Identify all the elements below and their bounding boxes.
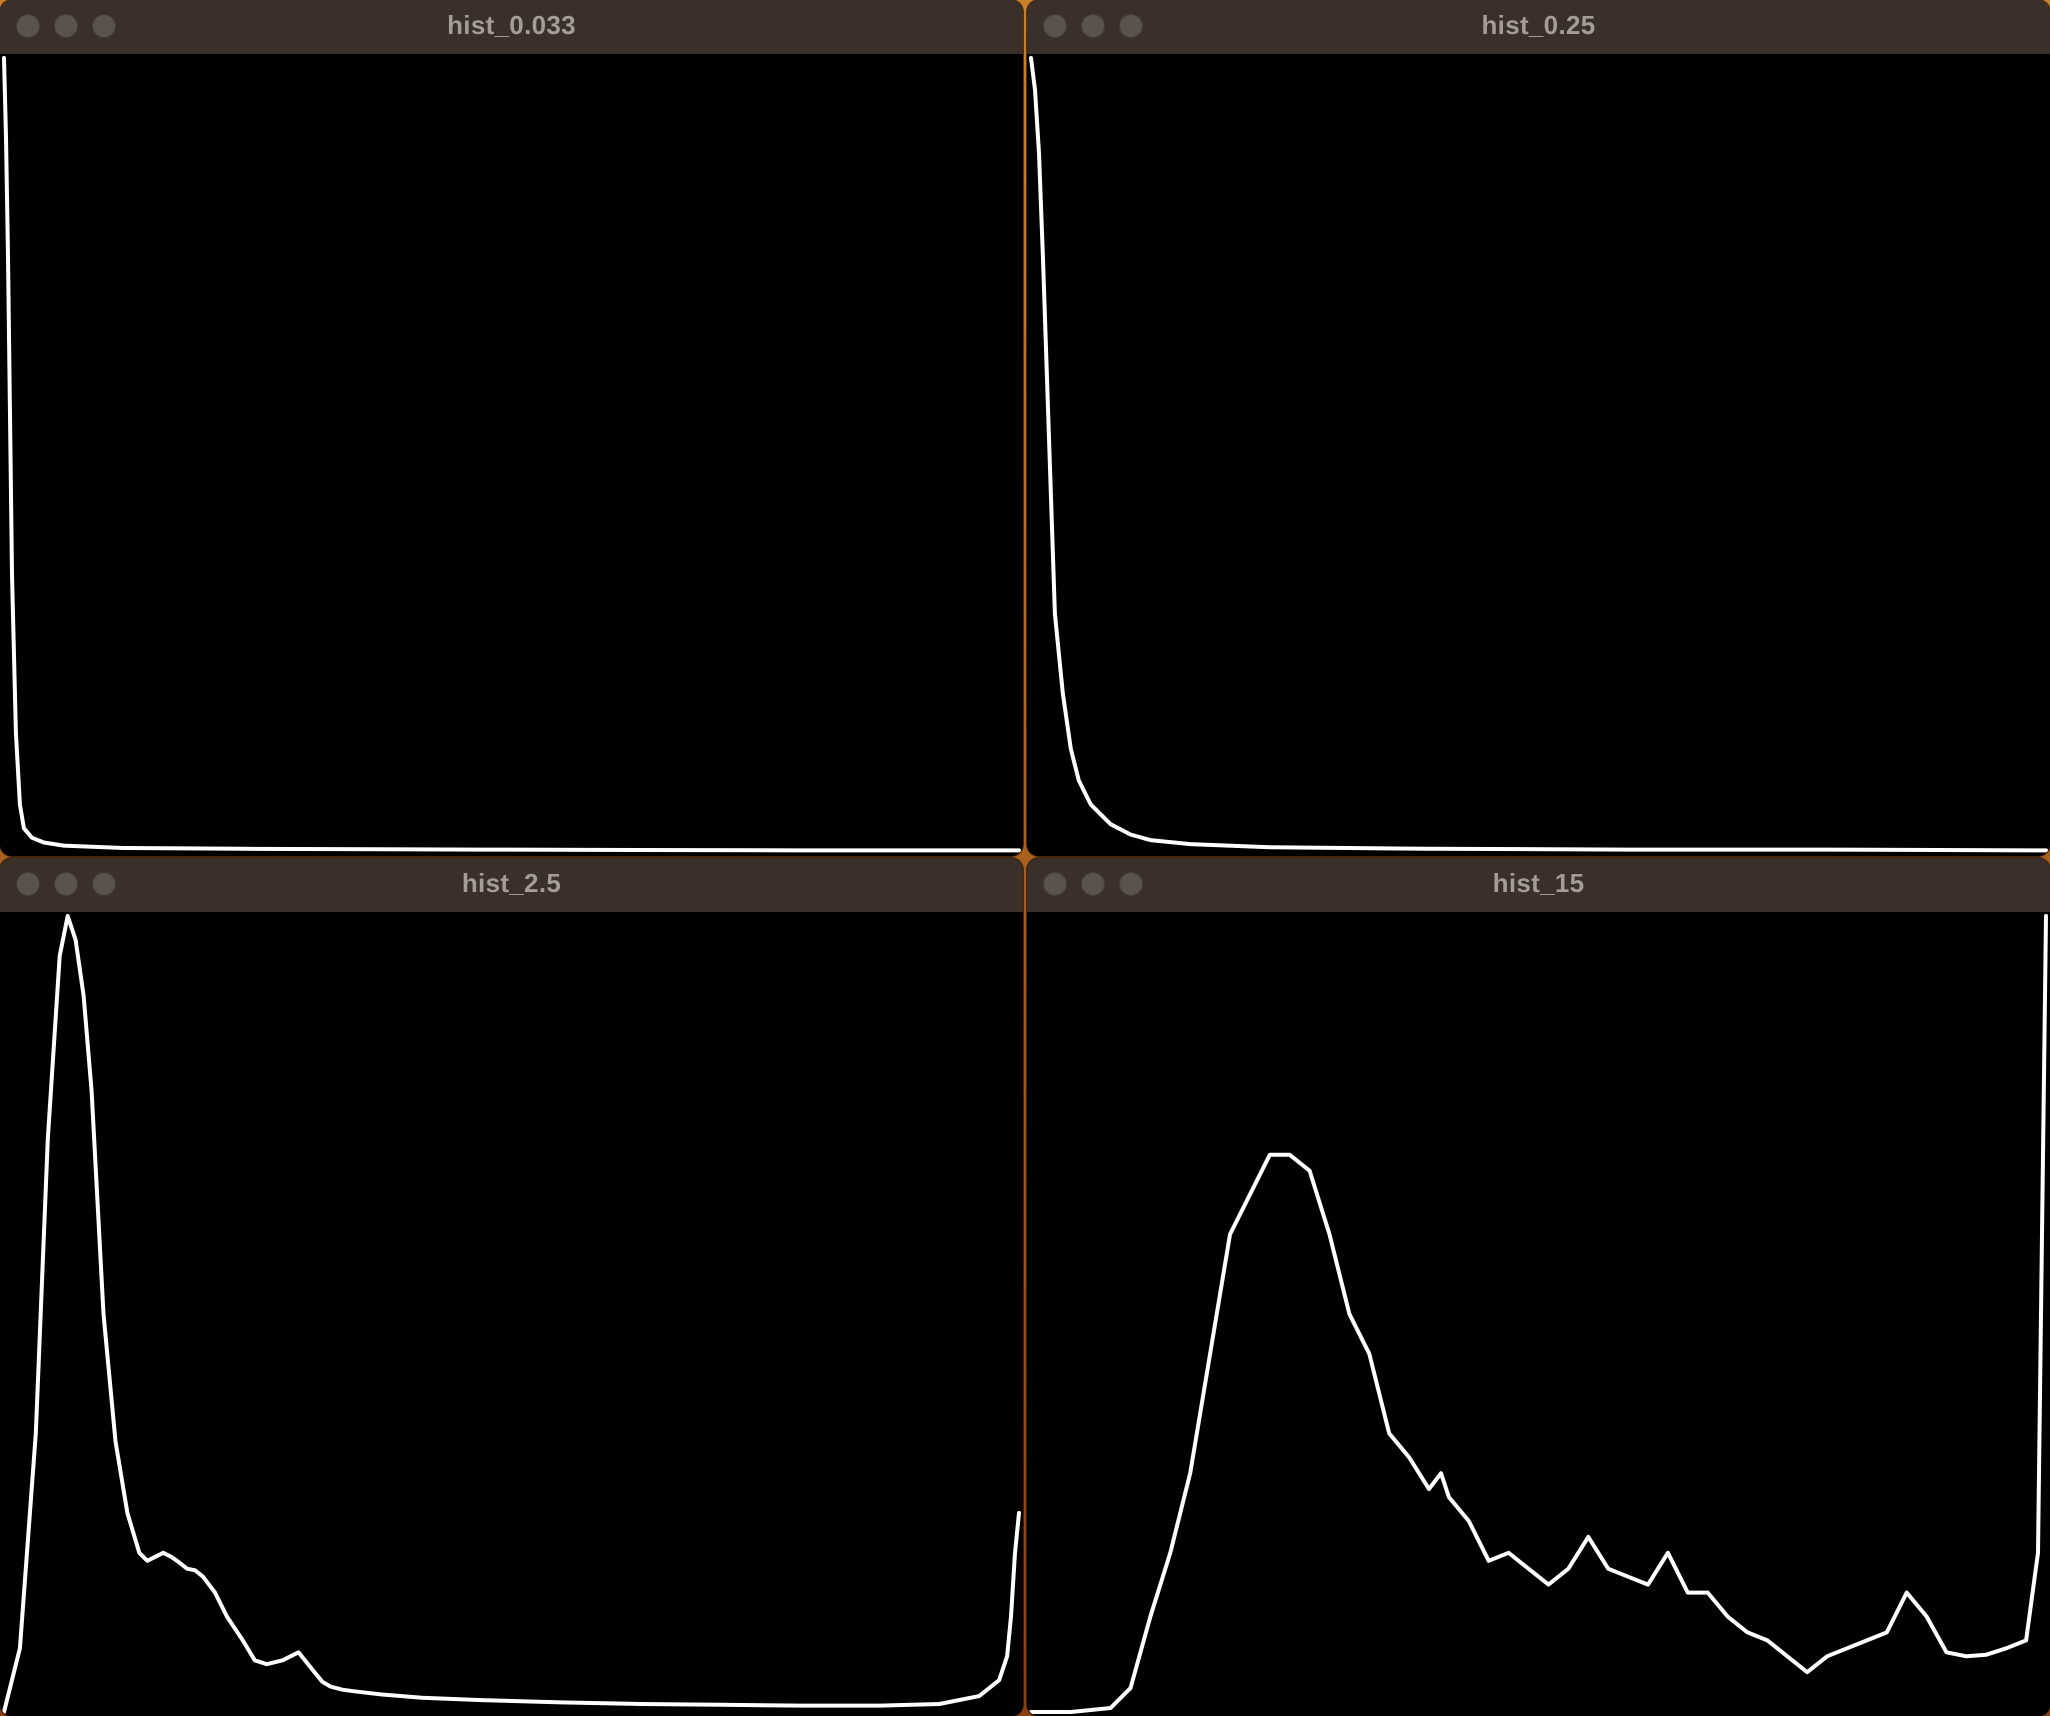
- zoom-button[interactable]: [92, 14, 116, 38]
- close-button[interactable]: [16, 14, 40, 38]
- histogram-chart: [2, 56, 1021, 853]
- histogram-canvas: [0, 912, 1023, 1716]
- window-hist-0-25[interactable]: hist_0.25: [1027, 0, 2050, 856]
- window-title: hist_2.5: [461, 868, 562, 898]
- histogram-line: [2, 56, 1021, 853]
- histogram-canvas: [0, 54, 1023, 856]
- histogram-line: [2, 914, 1021, 1714]
- window-hist-0-033[interactable]: hist_0.033: [0, 0, 1023, 856]
- histogram-chart: [1029, 914, 2048, 1714]
- zoom-button[interactable]: [1119, 14, 1143, 38]
- minimize-button[interactable]: [1081, 872, 1105, 896]
- window-hist-15[interactable]: hist_15: [1027, 858, 2050, 1716]
- traffic-lights: [1043, 14, 1143, 38]
- close-button[interactable]: [1043, 14, 1067, 38]
- titlebar[interactable]: hist_2.5: [0, 858, 1023, 913]
- histogram-canvas: [1027, 912, 2050, 1716]
- window-hist-2-5[interactable]: hist_2.5: [0, 858, 1023, 1716]
- titlebar[interactable]: hist_0.25: [1027, 0, 2050, 55]
- window-title: hist_0.033: [447, 10, 576, 40]
- zoom-button[interactable]: [92, 872, 116, 896]
- traffic-lights: [16, 872, 116, 896]
- traffic-lights: [16, 14, 116, 38]
- titlebar[interactable]: hist_15: [1027, 858, 2050, 913]
- histogram-line: [1029, 914, 2048, 1714]
- titlebar[interactable]: hist_0.033: [0, 0, 1023, 55]
- window-title: hist_0.25: [1481, 10, 1596, 40]
- histogram-chart: [2, 914, 1021, 1714]
- close-button[interactable]: [16, 872, 40, 896]
- traffic-lights: [1043, 872, 1143, 896]
- minimize-button[interactable]: [54, 14, 78, 38]
- minimize-button[interactable]: [54, 872, 78, 896]
- close-button[interactable]: [1043, 872, 1067, 896]
- zoom-button[interactable]: [1119, 872, 1143, 896]
- minimize-button[interactable]: [1081, 14, 1105, 38]
- histogram-canvas: [1027, 54, 2050, 856]
- histogram-chart: [1029, 56, 2048, 853]
- window-title: hist_15: [1492, 868, 1585, 898]
- histogram-line: [1029, 56, 2048, 853]
